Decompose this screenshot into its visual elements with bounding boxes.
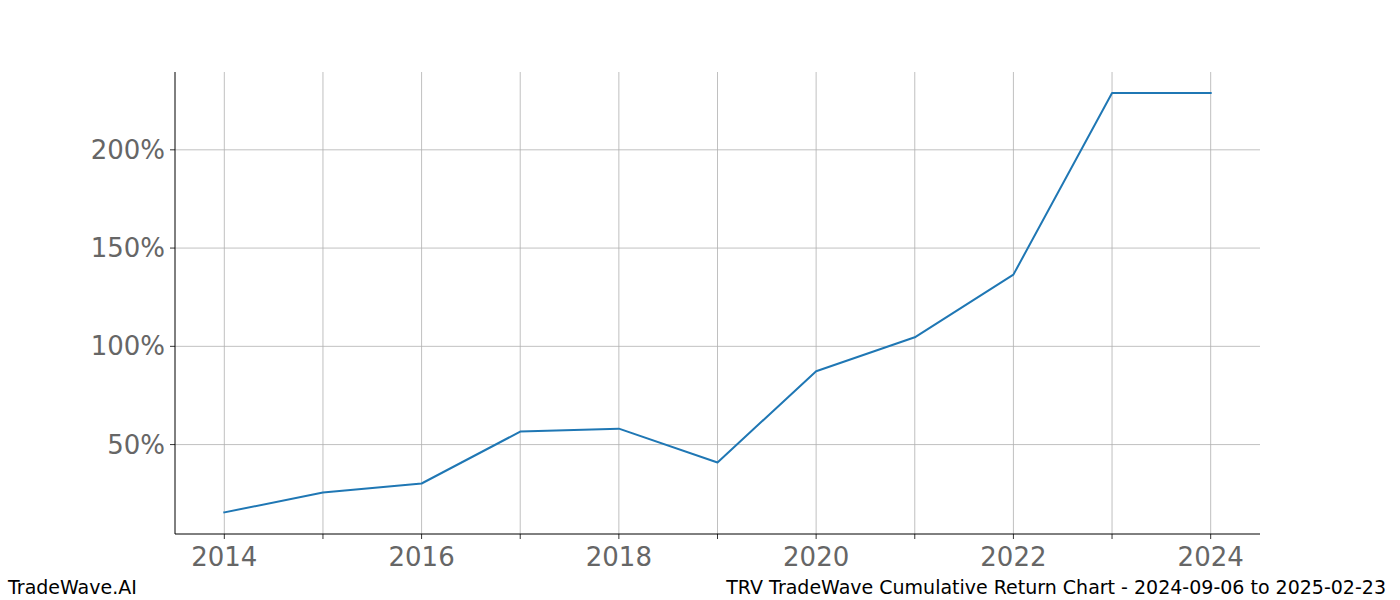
x-tick-label: 2020 bbox=[783, 542, 849, 572]
y-tick bbox=[170, 149, 175, 150]
x-tick bbox=[224, 534, 225, 539]
credit: TradeWave.AI bbox=[7, 576, 137, 598]
y-tick-label: 50% bbox=[107, 430, 165, 460]
x-tick-label: 2016 bbox=[389, 542, 455, 572]
x-tick bbox=[618, 534, 619, 539]
x-grid-line bbox=[322, 72, 323, 534]
x-grid-line bbox=[1013, 72, 1014, 534]
chart: 2014 2016 2018 2020 2022 2024 50% 100% 150% 200% T… bbox=[0, 0, 1400, 600]
x-tick bbox=[1210, 534, 1211, 539]
x-tick bbox=[816, 534, 817, 539]
x-axis-line bbox=[175, 534, 1260, 535]
x-tick bbox=[1013, 534, 1014, 539]
y-grid-line bbox=[175, 444, 1260, 445]
grid bbox=[175, 72, 1260, 534]
x-tick-label: 2022 bbox=[980, 542, 1046, 572]
x-tick bbox=[1112, 534, 1113, 539]
x-tick-label: 2014 bbox=[191, 542, 257, 572]
x-tick-label: 2024 bbox=[1178, 542, 1244, 572]
y-tick-label: 100% bbox=[91, 331, 165, 361]
x-tick bbox=[914, 534, 915, 539]
y-tick bbox=[170, 346, 175, 347]
y-grid-line bbox=[175, 149, 1260, 150]
x-tick bbox=[421, 534, 422, 539]
x-grid-line bbox=[816, 72, 817, 534]
x-tick bbox=[717, 534, 718, 539]
x-grid-line bbox=[618, 72, 619, 534]
x-grid-line bbox=[224, 72, 225, 534]
x-grid-line bbox=[1210, 72, 1211, 534]
x-grid-line bbox=[1112, 72, 1113, 534]
y-axis-line bbox=[175, 72, 176, 534]
y-tick-label: 150% bbox=[91, 233, 165, 263]
x-tick bbox=[520, 534, 521, 539]
plot-data bbox=[224, 93, 1210, 512]
x-tick-label: 2018 bbox=[586, 542, 652, 572]
title: TRV TradeWave Cumulative Return Chart - … bbox=[725, 576, 1386, 598]
x-grid-line bbox=[520, 72, 521, 534]
x-grid-line bbox=[717, 72, 718, 534]
y-grid-line bbox=[175, 248, 1260, 249]
y-tick bbox=[170, 248, 175, 249]
x-grid-line bbox=[914, 72, 915, 534]
x-grid-line bbox=[421, 72, 422, 534]
y-grid-line bbox=[175, 346, 1260, 347]
x-tick bbox=[322, 534, 323, 539]
series-line bbox=[224, 93, 1210, 512]
axes: 2014 2016 2018 2020 2022 2024 50% 100% 150% 200% bbox=[91, 72, 1260, 572]
y-tick-label: 200% bbox=[91, 135, 165, 165]
y-tick bbox=[170, 444, 175, 445]
